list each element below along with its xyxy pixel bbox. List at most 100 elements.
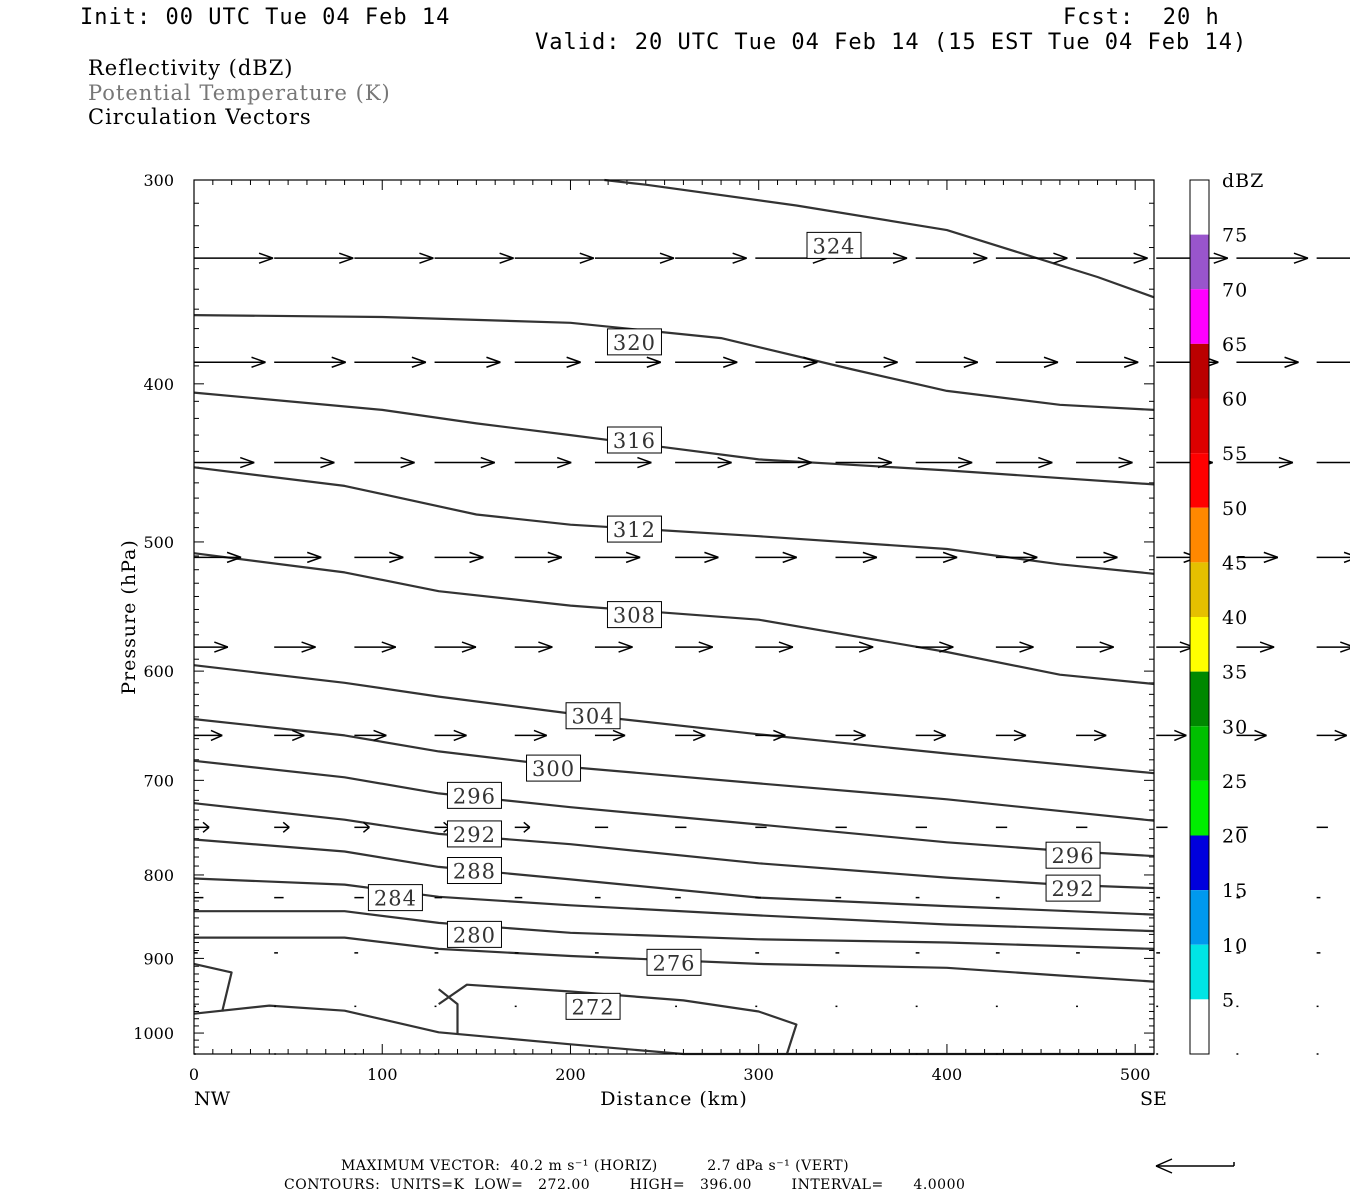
vector-head	[251, 356, 266, 368]
vector-arrow	[675, 456, 732, 469]
vector-arrow	[594, 356, 662, 368]
vector-arrow	[1316, 461, 1350, 464]
vector-head	[1043, 356, 1059, 368]
vector-head	[338, 252, 354, 264]
colorbar-segment	[1190, 835, 1209, 891]
contour-label: 288	[446, 857, 502, 885]
vector-arrow	[514, 729, 548, 742]
vector-arrow	[1156, 729, 1187, 742]
contour-label: 284	[367, 884, 423, 912]
colorbar-tick-label: 55	[1222, 443, 1248, 465]
vector-arrow	[354, 456, 415, 469]
vector-arrow	[434, 456, 496, 469]
contour-label: 324	[806, 231, 862, 259]
vector-arrow	[675, 356, 738, 368]
vector-head	[566, 356, 581, 368]
vector-arrow	[274, 821, 290, 833]
forecast-hour-label: Fcst: 20 h	[1063, 5, 1220, 30]
vector-head	[400, 456, 415, 469]
vector-arrow	[1236, 551, 1279, 564]
vector-arrow	[1316, 729, 1348, 742]
colorbar-unit-label: dBZ	[1222, 170, 1264, 192]
vector-head	[291, 729, 305, 742]
vector-head	[877, 456, 893, 469]
vector-head	[239, 456, 255, 469]
x-tick-label: 100	[367, 1065, 398, 1084]
vector-head	[803, 356, 818, 368]
isentrope-320	[193, 314, 1155, 411]
colorbar-tick-label: 65	[1222, 334, 1248, 356]
contour-label-box	[606, 515, 662, 543]
vector-arrow	[434, 729, 467, 742]
contour-label-text: 280	[453, 923, 496, 947]
contour-label: 296	[1045, 841, 1101, 869]
y-axis: 300 400 500 600 700 800 900 1000	[133, 171, 174, 1043]
x-end-label-nw: NW	[194, 1088, 231, 1110]
vector-head	[480, 456, 496, 469]
vector-arrow	[594, 252, 675, 264]
contour-label-box	[367, 884, 423, 912]
x-axis-title: Distance (km)	[600, 1088, 748, 1110]
vector-arrow	[274, 356, 346, 368]
vector-head	[389, 551, 404, 564]
contour-label: 316	[606, 426, 662, 454]
contour-label-box	[446, 820, 502, 848]
vector-head	[692, 729, 706, 742]
legend-potential-temperature: Potential Temperature (K)	[88, 81, 391, 105]
x-tick-label: 500	[1120, 1065, 1151, 1084]
colorbar-tick-label: 5	[1222, 989, 1235, 1011]
vector-head	[282, 821, 290, 833]
y-tick-label: 900	[143, 949, 174, 968]
x-tick-label: 400	[932, 1065, 963, 1084]
vector-arrow	[1076, 356, 1139, 368]
vector-arrow	[1316, 257, 1350, 259]
colorbar-segment	[1190, 617, 1209, 672]
vector-head	[556, 456, 572, 469]
vector-head	[1013, 729, 1027, 742]
vector-arrow	[1316, 551, 1350, 564]
contour-label-box	[606, 601, 662, 629]
contour-label-text: 308	[613, 604, 656, 628]
x-axis: 0 100 200 300 400 500	[189, 1065, 1151, 1084]
vector-head	[732, 252, 747, 264]
legend-reflectivity: Reflectivity (dBZ)	[88, 56, 294, 80]
vector-arrow	[274, 641, 316, 653]
colorbar-segment	[1190, 180, 1209, 235]
vector-head	[1263, 551, 1279, 564]
vector-head	[547, 551, 563, 564]
vector-arrow	[194, 252, 274, 264]
vector-head	[1053, 252, 1068, 264]
isentrope-316	[193, 391, 1155, 486]
y-tick-label: 500	[143, 533, 174, 552]
vector-arrow	[434, 356, 501, 368]
contour-label-text: 296	[453, 784, 496, 808]
vector-head	[258, 252, 274, 264]
vector-arrow	[354, 729, 387, 742]
vector-arrow	[434, 551, 484, 564]
colorbar-tick-label: 60	[1222, 389, 1248, 411]
valid-time-label: Valid: 20 UTC Tue 04 Feb 14 (15 EST Tue …	[535, 30, 1248, 55]
vector-head	[362, 821, 370, 833]
vector-head	[957, 456, 973, 469]
vector-head	[862, 551, 878, 564]
vector-head	[1123, 356, 1139, 368]
vector-arrow	[594, 641, 633, 653]
vector-arrow	[514, 456, 572, 469]
vector-arrow	[915, 356, 979, 368]
vector-arrow	[434, 641, 477, 653]
vector-head	[1259, 641, 1275, 653]
x-tick-label: 0	[189, 1065, 199, 1084]
y-tick-label: 300	[143, 171, 174, 190]
vector-arrow	[354, 821, 370, 833]
colorbar-tick-label: 50	[1222, 498, 1248, 520]
colorbar-segment	[1190, 890, 1209, 945]
vector-arrow	[675, 551, 719, 564]
isentrope-300	[193, 718, 1155, 822]
vector-head	[704, 551, 719, 564]
contour-label: 312	[606, 515, 662, 543]
vector-head	[1213, 252, 1229, 264]
colorbar-tick-label: 40	[1222, 607, 1248, 629]
vector-arrow	[194, 729, 223, 742]
vector-head	[320, 456, 335, 469]
